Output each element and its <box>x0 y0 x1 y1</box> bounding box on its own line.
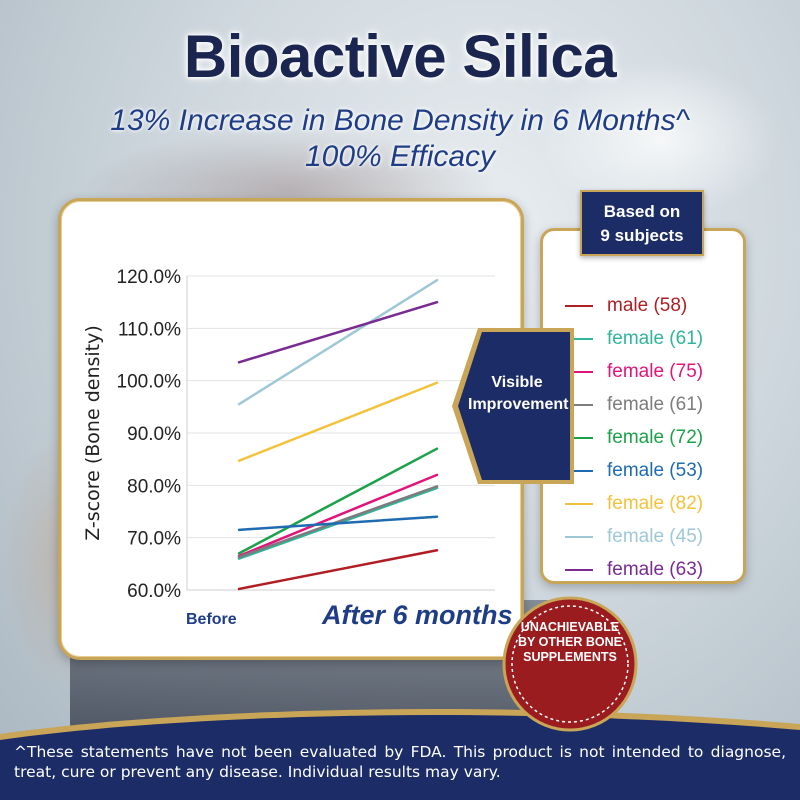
legend-item: male (58) <box>565 289 703 322</box>
based-on-badge: Based on 9 subjects <box>580 190 704 256</box>
legend-swatch <box>565 535 593 538</box>
seal-badge <box>502 596 638 732</box>
legend-item: female (72) <box>565 421 703 454</box>
legend-swatch <box>565 370 593 373</box>
legend-swatch <box>565 436 593 439</box>
line-chart: 60.0% 70.0% 80.0% 90.0% 100.0% 110.0% 120.0% Z-… <box>82 267 495 602</box>
legend-swatch <box>565 403 593 406</box>
disclaimer: ^These statements have not been evaluate… <box>14 743 786 781</box>
legend-label: female (63) <box>607 558 704 580</box>
legend-label: female (45) <box>607 525 704 547</box>
legend-item: female (61) <box>565 322 703 355</box>
y-tick-label: 60.0% <box>127 581 181 602</box>
y-tick-label: 80.0% <box>127 476 181 497</box>
seal-text: UNACHIEVABLE BY OTHER BONE SUPPLEMENTS <box>518 620 622 664</box>
y-tick-label: 110.0% <box>118 319 181 340</box>
y-tick-label: 100.0% <box>117 372 182 393</box>
legend-label: female (82) <box>607 492 704 514</box>
visible-improvement-badge <box>452 328 574 484</box>
legend-swatch <box>565 337 593 340</box>
series-line <box>237 447 439 555</box>
legend-item: female (53) <box>565 454 703 487</box>
legend-swatch <box>565 304 593 307</box>
legend-item: female (63) <box>565 553 703 586</box>
legend-swatch <box>565 469 593 472</box>
series-line <box>237 515 439 532</box>
legend-label: female (61) <box>607 393 704 415</box>
legend-item: female (75) <box>565 355 703 388</box>
legend-list: male (58) female (61) female (75) female (6… <box>565 289 703 586</box>
legend-label: female (75) <box>607 360 704 382</box>
legend-item: female (82) <box>565 487 703 520</box>
subtitle-efficacy: 100% Efficacy <box>304 140 496 173</box>
legend-item: female (45) <box>565 520 703 553</box>
legend-label: female (72) <box>607 426 704 448</box>
legend-swatch <box>565 568 593 571</box>
y-axis-title: Z-score (Bone density) <box>82 325 104 541</box>
y-tick-label: 120.0% <box>117 267 182 288</box>
series-line <box>237 381 439 462</box>
series-line <box>237 278 439 406</box>
series-line <box>237 485 439 559</box>
x-tick-after: After 6 months <box>322 600 513 630</box>
bottom-band <box>0 709 800 800</box>
legend-label: female (53) <box>607 459 704 481</box>
y-tick-label: 90.0% <box>127 424 181 445</box>
based-on-line1: Based on <box>603 202 681 221</box>
legend-label: female (61) <box>607 327 704 349</box>
visible-improvement-text: Visible Improvement <box>468 374 569 413</box>
series-line <box>237 300 439 364</box>
series-line <box>237 548 439 591</box>
series-line <box>237 473 439 558</box>
subtitle-increase: 13% Increase in Bone Density in 6 Months… <box>110 104 690 137</box>
page-title: Bioactive Silica <box>183 23 617 90</box>
chart-card: 60.0% 70.0% 80.0% 90.0% 100.0% 110.0% 120.0% Z-… <box>58 198 524 660</box>
based-on-line2: 9 subjects <box>600 226 684 245</box>
legend-swatch <box>565 502 593 505</box>
legend-label: male (58) <box>607 294 688 316</box>
x-tick-before: Before <box>186 611 237 628</box>
legend: male (58) female (61) female (75) female (6… <box>540 228 746 584</box>
legend-item: female (61) <box>565 388 703 421</box>
y-tick-label: 70.0% <box>127 529 181 550</box>
